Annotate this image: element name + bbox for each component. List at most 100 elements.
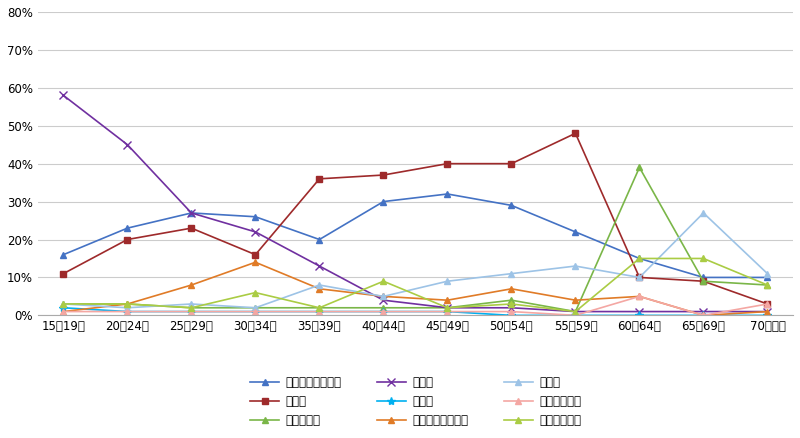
結婚・離婚・縁組 (762, 309, 772, 314)
退職・廃業 (250, 305, 260, 311)
転　動 (442, 161, 452, 166)
住　宅 (314, 283, 324, 288)
交通の利便性 (762, 301, 772, 307)
生活の利便性 (762, 283, 772, 288)
就　学 (122, 142, 132, 147)
就職・転職・転業 (250, 214, 260, 219)
卒　業 (250, 309, 260, 314)
生活の利便性 (698, 256, 708, 261)
就　学 (762, 309, 772, 314)
生活の利便性 (186, 305, 196, 311)
結婚・離婚・縁組 (442, 297, 452, 303)
卒　業 (698, 313, 708, 318)
住　宅 (762, 271, 772, 276)
転　動 (698, 279, 708, 284)
住　宅 (378, 294, 388, 299)
卒　業 (442, 309, 452, 314)
転　動 (570, 131, 580, 136)
Line: 退職・廃業: 退職・廃業 (60, 164, 771, 315)
住　宅 (122, 305, 132, 311)
就職・転職・転業 (58, 252, 68, 257)
交通の利便性 (250, 309, 260, 314)
転　動 (634, 275, 644, 280)
就　学 (58, 93, 68, 98)
Legend: 就職・転職・転業, 転　動, 退職・廃業, 就　学, 卒　業, 結婚・離婚・縁組, 住　宅, 交通の利便性, 生活の利便性: 就職・転職・転業, 転 動, 退職・廃業, 就 学, 卒 業, 結婚・離婚・縁組… (250, 376, 581, 427)
生活の利便性 (442, 305, 452, 311)
Line: 就　学: 就 学 (59, 91, 772, 316)
就職・転職・転業 (570, 229, 580, 234)
生活の利便性 (58, 301, 68, 307)
結婚・離婚・縁組 (570, 297, 580, 303)
就　学 (186, 210, 196, 215)
Line: 卒　業: 卒 業 (59, 304, 772, 320)
住　宅 (634, 275, 644, 280)
就職・転職・転業 (634, 256, 644, 261)
結婚・離婚・縁組 (250, 260, 260, 265)
就職・転職・転業 (762, 275, 772, 280)
転　動 (314, 176, 324, 181)
結婚・離婚・縁組 (634, 294, 644, 299)
転　動 (378, 173, 388, 178)
退職・廃業 (698, 279, 708, 284)
住　宅 (506, 271, 516, 276)
転　動 (762, 301, 772, 307)
卒　業 (314, 309, 324, 314)
退職・廃業 (122, 301, 132, 307)
卒　業 (122, 309, 132, 314)
住　宅 (442, 279, 452, 284)
就職・転職・転業 (698, 275, 708, 280)
転　動 (506, 161, 516, 166)
交通の利便性 (122, 309, 132, 314)
結婚・離婚・縁組 (378, 294, 388, 299)
就　学 (570, 309, 580, 314)
就　学 (250, 229, 260, 234)
退職・廃業 (186, 305, 196, 311)
交通の利便性 (58, 309, 68, 314)
転　動 (122, 237, 132, 242)
Line: 生活の利便性: 生活の利便性 (60, 255, 771, 315)
退職・廃業 (442, 305, 452, 311)
卒　業 (58, 305, 68, 311)
就職・転職・転業 (506, 203, 516, 208)
就　学 (378, 297, 388, 303)
交通の利便性 (186, 309, 196, 314)
就　学 (506, 305, 516, 311)
卒　業 (186, 309, 196, 314)
就　学 (698, 309, 708, 314)
生活の利便性 (122, 301, 132, 307)
生活の利便性 (314, 305, 324, 311)
交通の利便性 (378, 309, 388, 314)
結婚・離婚・縁組 (698, 313, 708, 318)
結婚・離婚・縁組 (314, 286, 324, 291)
卒　業 (634, 313, 644, 318)
生活の利便性 (250, 290, 260, 295)
転　動 (58, 271, 68, 276)
Line: 交通の利便性: 交通の利便性 (60, 293, 771, 319)
退職・廃業 (378, 305, 388, 311)
住　宅 (186, 301, 196, 307)
住　宅 (250, 305, 260, 311)
結婚・離婚・縁組 (122, 301, 132, 307)
Line: 住　宅: 住 宅 (60, 209, 771, 311)
結婚・離婚・縁組 (186, 283, 196, 288)
Line: 転　動: 転 動 (60, 130, 771, 307)
退職・廃業 (506, 297, 516, 303)
Line: 就職・転職・転業: 就職・転職・転業 (60, 191, 771, 281)
転　動 (250, 252, 260, 257)
生活の利便性 (570, 309, 580, 314)
生活の利便性 (634, 256, 644, 261)
就　学 (442, 305, 452, 311)
住　宅 (698, 210, 708, 215)
交通の利便性 (442, 309, 452, 314)
生活の利便性 (506, 301, 516, 307)
就職・転職・転業 (442, 191, 452, 197)
退職・廃業 (762, 283, 772, 288)
退職・廃業 (58, 301, 68, 307)
就　学 (634, 309, 644, 314)
転　動 (186, 226, 196, 231)
住　宅 (58, 301, 68, 307)
退職・廃業 (634, 165, 644, 170)
住　宅 (570, 263, 580, 268)
卒　業 (378, 309, 388, 314)
交通の利便性 (570, 313, 580, 318)
